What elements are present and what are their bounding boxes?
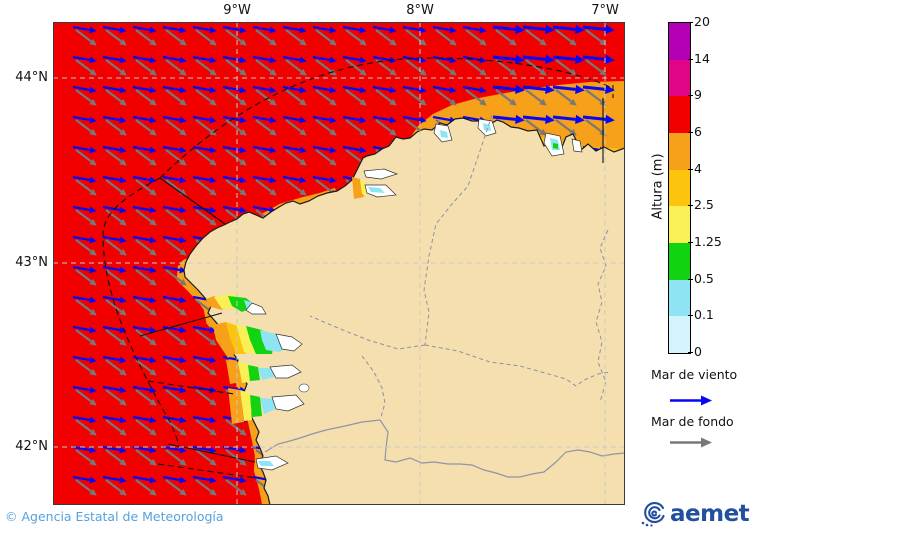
- aemet-logo-icon: [641, 501, 665, 527]
- aemet-logo: aemet: [640, 500, 750, 527]
- colorbar-segment: [669, 133, 690, 170]
- swell-arrow-icon: [670, 437, 712, 448]
- x-axis-tick: 8°W: [406, 3, 434, 18]
- map-container: [53, 22, 626, 507]
- colorbar: [668, 22, 691, 354]
- wind-sea-arrow-icon: [670, 395, 712, 406]
- colorbar-tick-label: 14: [688, 50, 710, 66]
- colorbar-segment: [669, 96, 690, 134]
- colorbar-segment: [669, 279, 690, 317]
- colorbar-segment: [669, 316, 690, 354]
- y-axis-tick: 42°N: [15, 439, 48, 454]
- colorbar-segment: [669, 243, 690, 280]
- colorbar-tick-label: 9: [688, 87, 702, 103]
- colorbar-segment: [669, 206, 690, 244]
- x-axis-tick: 7°W: [591, 3, 619, 18]
- swell-legend-label: Mar de fondo: [651, 414, 734, 429]
- colorbar-segment: [669, 23, 690, 60]
- map-canvas: [53, 22, 626, 507]
- y-axis-tick: 44°N: [15, 70, 48, 85]
- colorbar-tick-label: 0.1: [688, 307, 714, 323]
- copyright-text: © Agencia Estatal de Meteorología: [5, 509, 224, 524]
- colorbar-segment: [669, 59, 690, 97]
- aemet-logo-text: aemet: [670, 500, 750, 527]
- colorbar-tick-label: 4: [688, 160, 702, 176]
- wind-sea-legend-label: Mar de viento: [651, 367, 738, 382]
- colorbar-tick-label: 1.25: [688, 234, 722, 249]
- colorbar-tick-label: 0: [688, 344, 702, 359]
- colorbar-title: Altura (m): [650, 153, 666, 220]
- y-axis-tick: 43°N: [15, 255, 48, 270]
- colorbar-tick-label: 20: [688, 14, 710, 29]
- colorbar-tick-label: 6: [688, 124, 702, 139]
- colorbar-tick-label: 0.5: [688, 270, 714, 286]
- colorbar-tick-label: 2.5: [688, 197, 714, 213]
- x-axis-tick: 9°W: [223, 3, 251, 18]
- colorbar-segment: [669, 169, 690, 207]
